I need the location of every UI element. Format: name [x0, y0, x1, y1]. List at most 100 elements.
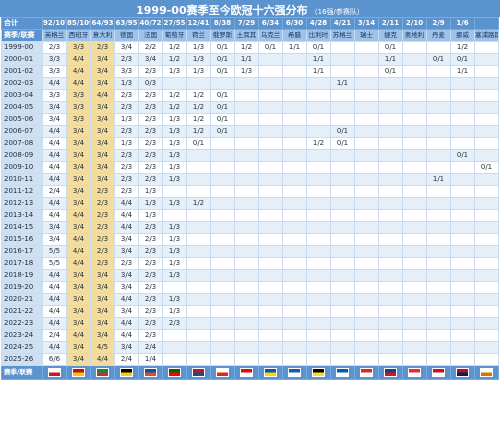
data-cell — [186, 293, 211, 306]
data-cell: 1/3 — [162, 269, 187, 282]
data-cell — [210, 329, 235, 342]
data-cell: 3/3 — [114, 65, 139, 78]
table-row: 2005-06 3/4 3/3 3/4 1/3 2/3 1/3 1/2 0/1 — [1, 113, 499, 126]
data-cell — [282, 125, 307, 138]
data-cell — [306, 293, 331, 306]
data-cell — [354, 101, 379, 114]
data-cell: 0/1 — [378, 65, 403, 78]
data-cell — [258, 233, 283, 246]
data-cell: 1/3 — [186, 41, 211, 54]
total-cell: 2/11 — [378, 17, 403, 30]
data-cell: 3/4 — [42, 221, 67, 234]
country-name: 苏格兰 — [330, 29, 355, 42]
data-cell — [234, 173, 259, 186]
season-label: 2025-26 — [1, 353, 43, 366]
data-cell: 0/1 — [186, 137, 211, 150]
data-cell — [378, 233, 403, 246]
data-cell — [450, 353, 475, 366]
flag-cell — [282, 365, 307, 380]
data-cell: 4/4 — [66, 329, 91, 342]
total-cell: 4/28 — [306, 17, 331, 30]
data-cell — [354, 173, 379, 186]
data-cell — [474, 353, 499, 366]
country-name: 葡萄牙 — [162, 29, 187, 42]
data-cell: 3/4 — [90, 137, 115, 150]
data-cell — [378, 221, 403, 234]
data-cell: 2/3 — [138, 269, 163, 282]
data-cell — [426, 257, 451, 270]
data-cell — [306, 305, 331, 318]
data-cell — [162, 77, 187, 90]
flag-cell — [402, 365, 427, 380]
data-cell: 4/4 — [42, 77, 67, 90]
data-cell: 0/1 — [258, 41, 283, 54]
data-cell — [402, 101, 427, 114]
data-cell — [186, 341, 211, 354]
data-cell: 0/1 — [330, 137, 355, 150]
data-cell — [474, 269, 499, 282]
flag-cell — [162, 365, 187, 380]
data-cell: 1/3 — [114, 113, 139, 126]
data-cell — [474, 329, 499, 342]
total-cell — [474, 17, 499, 30]
data-cell: 2/3 — [138, 65, 163, 78]
data-cell — [450, 101, 475, 114]
flag-cell — [114, 365, 139, 380]
country-name: 德国 — [114, 29, 139, 42]
data-cell — [426, 305, 451, 318]
data-cell: 1/3 — [186, 53, 211, 66]
data-cell — [282, 77, 307, 90]
table-row: 2019-20 4/4 3/4 3/4 3/4 2/3 — [1, 281, 499, 294]
data-cell — [186, 77, 211, 90]
data-cell — [402, 209, 427, 222]
data-cell — [354, 185, 379, 198]
data-cell: 0/3 — [138, 77, 163, 90]
title-bar: 1999-00赛季至今欧冠十六强分布 （16强/参赛队） — [0, 0, 500, 17]
data-cell: 4/4 — [42, 341, 67, 354]
data-cell: 2/3 — [90, 41, 115, 54]
total-cell: 6/34 — [258, 17, 283, 30]
data-cell: 0/1 — [210, 89, 235, 102]
data-cell — [354, 317, 379, 330]
page-title: 1999-00赛季至今欧冠十六强分布 — [136, 4, 308, 17]
data-cell — [210, 245, 235, 258]
data-cell: 1/2 — [186, 125, 211, 138]
data-cell: 3/4 — [114, 233, 139, 246]
data-cell: 1/3 — [162, 221, 187, 234]
data-cell — [282, 161, 307, 174]
season-label: 2024-25 — [1, 341, 43, 354]
data-cell: 0/1 — [210, 41, 235, 54]
data-cell — [402, 341, 427, 354]
flag-cell — [306, 365, 331, 380]
data-cell: 2/4 — [138, 341, 163, 354]
data-cell — [306, 329, 331, 342]
data-cell — [474, 137, 499, 150]
data-cell: 1/2 — [186, 113, 211, 126]
data-cell — [258, 161, 283, 174]
data-cell — [354, 161, 379, 174]
data-cell: 2/3 — [90, 185, 115, 198]
flag-icon — [384, 367, 397, 377]
data-cell — [330, 257, 355, 270]
data-cell: 1/2 — [162, 53, 187, 66]
data-cell: 4/4 — [42, 125, 67, 138]
data-cell — [474, 65, 499, 78]
data-cell — [378, 329, 403, 342]
total-cell: 2/9 — [426, 17, 451, 30]
data-cell: 3/4 — [138, 53, 163, 66]
data-cell — [162, 353, 187, 366]
flag-cell — [210, 365, 235, 380]
data-cell — [258, 149, 283, 162]
data-cell — [306, 101, 331, 114]
data-cell: 4/4 — [114, 197, 139, 210]
data-cell — [306, 209, 331, 222]
data-cell — [474, 341, 499, 354]
data-cell: 3/4 — [90, 149, 115, 162]
data-cell: 2/3 — [138, 113, 163, 126]
footer-row: 赛季/联赛 — [1, 365, 499, 380]
data-cell: 4/4 — [66, 233, 91, 246]
data-cell — [426, 353, 451, 366]
data-cell — [450, 293, 475, 306]
data-cell — [426, 101, 451, 114]
data-cell: 1/3 — [162, 65, 187, 78]
